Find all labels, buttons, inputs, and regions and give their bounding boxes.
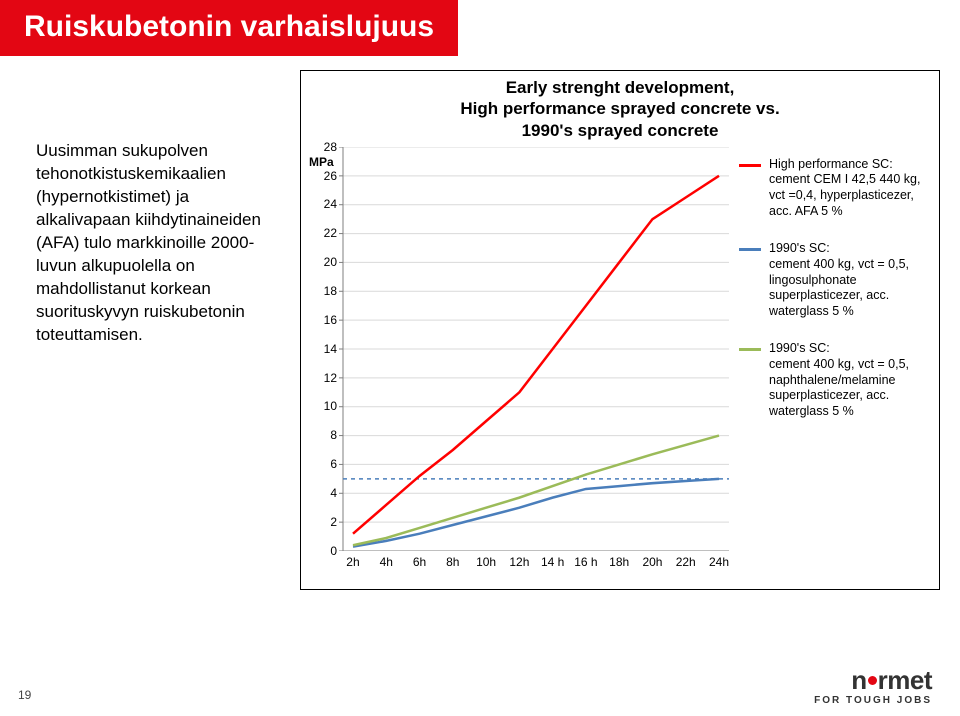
x-tick-label: 16 h xyxy=(574,555,597,569)
chart-title-line2: High performance sprayed concrete vs. xyxy=(301,98,939,119)
legend-item: 1990's SC:cement 400 kg, vct = 0,5, naph… xyxy=(739,341,923,419)
body-paragraph: Uusimman sukupolven tehonotkistuskemikaa… xyxy=(36,140,276,346)
x-tick-label: 24h xyxy=(709,555,729,569)
chart-title-line3: 1990's sprayed concrete xyxy=(301,120,939,141)
x-tick-label: 4h xyxy=(380,555,393,569)
chart-container: Early strenght development, High perform… xyxy=(300,70,940,590)
legend-item: 1990's SC:cement 400 kg, vct = 0,5, ling… xyxy=(739,241,923,319)
legend-item: High performance SC: cement CEM I 42,5 4… xyxy=(739,157,923,220)
page-number: 19 xyxy=(18,688,31,702)
x-tick-label: 8h xyxy=(446,555,459,569)
chart-legend: High performance SC: cement CEM I 42,5 4… xyxy=(729,147,929,577)
x-tick-label: 2h xyxy=(346,555,359,569)
legend-label: 1990's SC:cement 400 kg, vct = 0,5, ling… xyxy=(769,241,923,319)
x-tick-label: 6h xyxy=(413,555,426,569)
slide-title: Ruiskubetonin varhaislujuus xyxy=(0,0,458,56)
slide-footer: 19 nrmet FOR TOUGH JOBS xyxy=(0,666,960,716)
legend-swatch xyxy=(739,348,761,351)
legend-swatch xyxy=(739,164,761,167)
line-chart-svg xyxy=(309,147,729,551)
x-axis-ticks: 2h 4h 6h 8h 10h 12h 14 h 16 h 18h 20h 22h 24h xyxy=(343,551,729,577)
legend-label: High performance SC: cement CEM I 42,5 4… xyxy=(769,157,923,220)
x-tick-label: 22h xyxy=(676,555,696,569)
legend-swatch xyxy=(739,248,761,251)
logo-dot-icon xyxy=(868,676,877,685)
brand-logo: nrmet FOR TOUGH JOBS xyxy=(814,667,932,706)
chart-title-line1: Early strenght development, xyxy=(301,77,939,98)
logo-wordmark: nrmet xyxy=(814,667,932,693)
x-tick-label: 12h xyxy=(509,555,529,569)
x-tick-label: 20h xyxy=(642,555,662,569)
legend-label: 1990's SC:cement 400 kg, vct = 0,5, naph… xyxy=(769,341,923,419)
logo-tagline: FOR TOUGH JOBS xyxy=(814,695,932,706)
x-tick-label: 10h xyxy=(476,555,496,569)
plot-area: 0246810121416182022242628 xyxy=(309,147,729,551)
x-tick-label: 18h xyxy=(609,555,629,569)
x-tick-label: 14 h xyxy=(541,555,564,569)
chart-title: Early strenght development, High perform… xyxy=(301,71,939,141)
